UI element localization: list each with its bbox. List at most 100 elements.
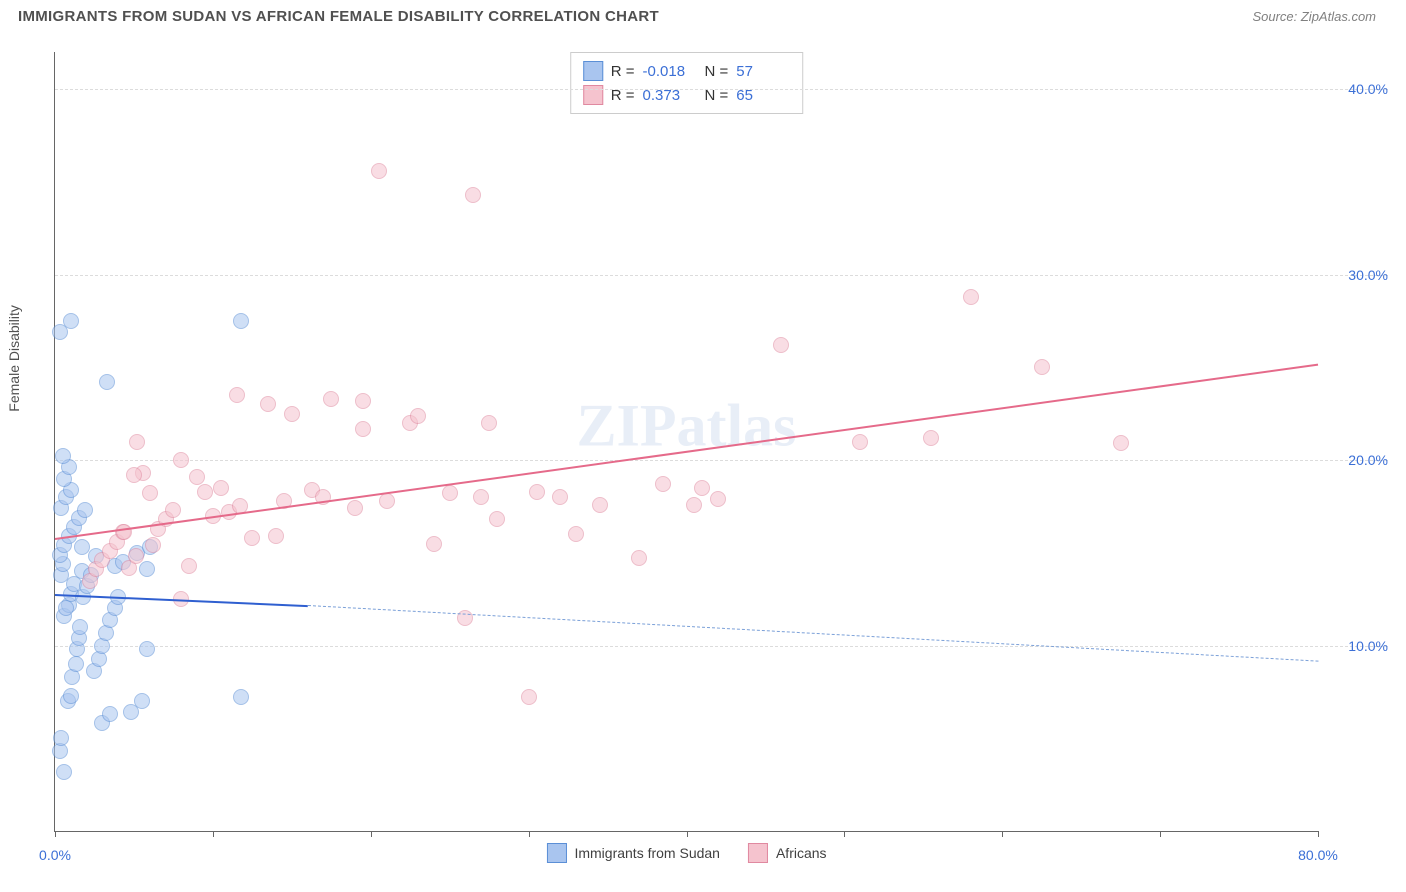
scatter-point	[244, 530, 260, 546]
scatter-point	[686, 497, 702, 513]
r-label: R =	[611, 63, 635, 80]
x-tick	[1002, 831, 1003, 837]
page-title: IMMIGRANTS FROM SUDAN VS AFRICAN FEMALE …	[18, 8, 659, 25]
scatter-point	[213, 480, 229, 496]
scatter-point	[56, 764, 72, 780]
scatter-point	[568, 526, 584, 542]
scatter-point	[139, 641, 155, 657]
legend-swatch	[546, 843, 566, 863]
scatter-point	[68, 656, 84, 672]
gridline	[55, 275, 1388, 276]
x-tick	[55, 831, 56, 837]
legend-item: Africans	[748, 843, 827, 863]
scatter-point	[379, 493, 395, 509]
y-tick-label: 10.0%	[1324, 638, 1388, 654]
legend-label: Immigrants from Sudan	[574, 845, 720, 861]
scatter-point	[323, 391, 339, 407]
x-tick-label: 80.0%	[1298, 847, 1338, 863]
scatter-point	[74, 539, 90, 555]
stats-legend-box: R = -0.018 N = 57 R = 0.373 N = 65	[570, 52, 804, 114]
scatter-point	[53, 730, 69, 746]
scatter-point	[58, 600, 74, 616]
bottom-legend: Immigrants from Sudan Africans	[546, 843, 826, 863]
scatter-point	[923, 430, 939, 446]
scatter-point	[142, 485, 158, 501]
scatter-point	[552, 489, 568, 505]
chart-container: Female Disability ZIPatlas R = -0.018 N …	[18, 40, 1388, 874]
scatter-point	[260, 396, 276, 412]
scatter-point	[371, 163, 387, 179]
x-tick	[1318, 831, 1319, 837]
scatter-point	[481, 415, 497, 431]
scatter-point	[233, 689, 249, 705]
x-tick	[1160, 831, 1161, 837]
legend-swatch	[748, 843, 768, 863]
scatter-point	[852, 434, 868, 450]
x-tick-label: 0.0%	[39, 847, 71, 863]
source-credit: Source: ZipAtlas.com	[1252, 9, 1376, 24]
scatter-point	[426, 536, 442, 552]
x-tick	[687, 831, 688, 837]
scatter-point	[521, 689, 537, 705]
scatter-point	[1113, 435, 1129, 451]
legend-swatch	[583, 85, 603, 105]
scatter-point	[63, 688, 79, 704]
scatter-point	[197, 484, 213, 500]
scatter-point	[129, 434, 145, 450]
scatter-point	[1034, 359, 1050, 375]
x-tick	[529, 831, 530, 837]
scatter-point	[529, 484, 545, 500]
scatter-point	[233, 313, 249, 329]
scatter-point	[473, 489, 489, 505]
x-tick	[844, 831, 845, 837]
scatter-point	[52, 324, 68, 340]
gridline	[55, 460, 1388, 461]
scatter-point	[694, 480, 710, 496]
scatter-point	[442, 485, 458, 501]
scatter-point	[102, 706, 118, 722]
scatter-plot: ZIPatlas R = -0.018 N = 57 R = 0.373 N =…	[54, 52, 1318, 832]
scatter-point	[126, 467, 142, 483]
scatter-point	[457, 610, 473, 626]
n-value: 57	[736, 63, 790, 80]
scatter-point	[229, 387, 245, 403]
stats-row: R = -0.018 N = 57	[583, 59, 791, 83]
gridline	[55, 646, 1388, 647]
scatter-point	[592, 497, 608, 513]
gridline	[55, 89, 1388, 90]
legend-item: Immigrants from Sudan	[546, 843, 720, 863]
scatter-point	[77, 502, 93, 518]
y-tick-label: 30.0%	[1324, 267, 1388, 283]
trend-line	[55, 364, 1318, 540]
x-tick	[371, 831, 372, 837]
scatter-point	[139, 561, 155, 577]
scatter-point	[165, 502, 181, 518]
scatter-point	[268, 528, 284, 544]
legend-swatch	[583, 61, 603, 81]
n-label: N =	[705, 63, 729, 80]
scatter-point	[355, 421, 371, 437]
scatter-point	[173, 452, 189, 468]
trend-line	[308, 605, 1318, 662]
y-axis-label: Female Disability	[6, 305, 22, 412]
scatter-point	[99, 374, 115, 390]
scatter-point	[465, 187, 481, 203]
scatter-point	[72, 619, 88, 635]
scatter-point	[134, 693, 150, 709]
scatter-point	[128, 548, 144, 564]
r-value: -0.018	[643, 63, 697, 80]
scatter-point	[145, 537, 161, 553]
y-tick-label: 20.0%	[1324, 452, 1388, 468]
y-tick-label: 40.0%	[1324, 81, 1388, 97]
scatter-point	[181, 558, 197, 574]
scatter-point	[189, 469, 205, 485]
scatter-point	[631, 550, 647, 566]
scatter-point	[55, 448, 71, 464]
scatter-point	[410, 408, 426, 424]
scatter-point	[347, 500, 363, 516]
scatter-point	[655, 476, 671, 492]
legend-label: Africans	[776, 845, 827, 861]
scatter-point	[489, 511, 505, 527]
scatter-point	[284, 406, 300, 422]
x-tick	[213, 831, 214, 837]
